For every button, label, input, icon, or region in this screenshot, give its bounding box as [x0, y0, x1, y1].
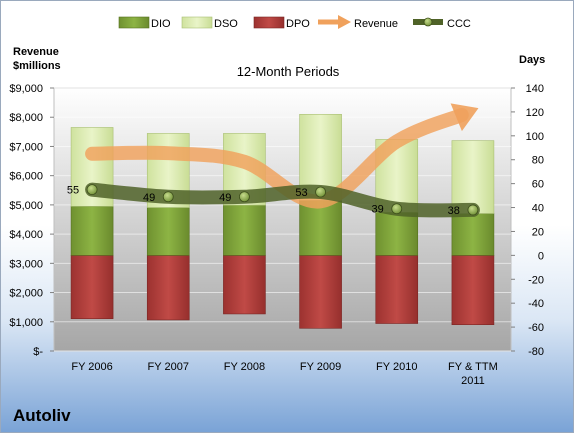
- legend-swatch-revenue-head: [338, 15, 351, 29]
- ccc-data-label: 55: [67, 185, 79, 197]
- dpo-bar: [375, 255, 419, 324]
- legend-label-dpo: DPO: [286, 18, 310, 30]
- ccc-point: [467, 204, 479, 216]
- dso-bar: [451, 140, 495, 214]
- right-axis-tick-label: -80: [528, 346, 544, 358]
- dio-bar: [451, 213, 495, 256]
- category-label: FY 2008: [224, 361, 265, 373]
- left-axis-tick-label: $1,000: [9, 317, 43, 329]
- left-axis-tick-label: $2,000: [9, 288, 43, 300]
- dpo-bar: [223, 255, 266, 315]
- legend-label-dio: DIO: [151, 18, 171, 30]
- left-axis-tick-label: $6,000: [9, 171, 43, 183]
- right-axis-tick-label: 120: [526, 107, 544, 119]
- category-label: FY 2010: [376, 361, 417, 373]
- right-axis-tick-label: 100: [526, 131, 544, 143]
- legend-swatch-dio: [118, 16, 150, 29]
- ccc-point: [162, 191, 174, 203]
- dpo-bar: [299, 255, 342, 329]
- category-label: FY 2007: [148, 361, 189, 373]
- legend-label-revenue: Revenue: [354, 18, 398, 30]
- left-axis-tick-label: $-: [33, 346, 43, 358]
- right-axis-tick-label: 20: [532, 226, 544, 238]
- left-axis-tick-label: $8,000: [9, 112, 43, 124]
- chart-title: 12-Month Periods: [237, 64, 340, 79]
- dio-bar: [146, 207, 190, 256]
- right-axis-tick-label: 40: [532, 203, 544, 215]
- category-label: FY 2006: [71, 361, 112, 373]
- left-axis-tick-label: $9,000: [9, 83, 43, 95]
- ccc-point: [315, 186, 326, 198]
- right-axis-tick-label: -60: [528, 322, 544, 334]
- left-axis-tick-label: $5,000: [9, 200, 43, 212]
- dio-bar: [299, 200, 342, 256]
- legend-swatch-ccc-dot: [423, 17, 433, 27]
- ccc-point: [391, 203, 403, 215]
- right-axis-label: Days: [519, 54, 545, 66]
- left-axis-tick-label: $7,000: [9, 141, 43, 153]
- category-label: FY 2009: [300, 361, 341, 373]
- legend-swatch-dpo: [253, 16, 285, 29]
- dpo-bar: [70, 255, 114, 320]
- category-label-line2: 2011: [461, 375, 485, 387]
- ccc-point: [86, 184, 98, 196]
- right-axis-tick-label: -40: [528, 298, 544, 310]
- ccc-data-label: 39: [372, 204, 384, 216]
- dpo-bar: [451, 255, 495, 325]
- left-axis-label-line2: $millions: [13, 60, 61, 72]
- company-name: Autoliv: [13, 406, 71, 425]
- ccc-point: [239, 191, 250, 203]
- category-label: FY & TTM: [448, 361, 498, 373]
- legend-label-dso: DSO: [214, 18, 238, 30]
- dpo-bar: [146, 255, 190, 321]
- legend-swatch-dso: [181, 16, 213, 29]
- left-axis-tick-label: $4,000: [9, 229, 43, 241]
- ccc-data-label: 53: [295, 187, 307, 199]
- ccc-data-label: 38: [448, 205, 460, 217]
- dio-bar: [375, 212, 419, 256]
- right-axis-tick-label: 80: [532, 155, 544, 167]
- left-axis-label-line1: Revenue: [13, 46, 59, 58]
- dio-bar: [70, 206, 114, 256]
- ccc-data-label: 49: [219, 192, 231, 204]
- right-axis-tick-label: 60: [532, 179, 544, 191]
- right-axis-tick-label: 140: [526, 83, 544, 95]
- ccc-line: [85, 182, 480, 218]
- legend-label-ccc: CCC: [447, 18, 471, 30]
- right-axis-tick-label: -20: [528, 274, 544, 286]
- right-axis-tick-label: 0: [538, 250, 544, 262]
- left-axis-tick-label: $3,000: [9, 258, 43, 270]
- revenue-arrowhead: [450, 103, 479, 132]
- dio-bar: [223, 204, 266, 256]
- ccc-data-label: 49: [143, 192, 155, 204]
- plot-area: [53, 87, 512, 352]
